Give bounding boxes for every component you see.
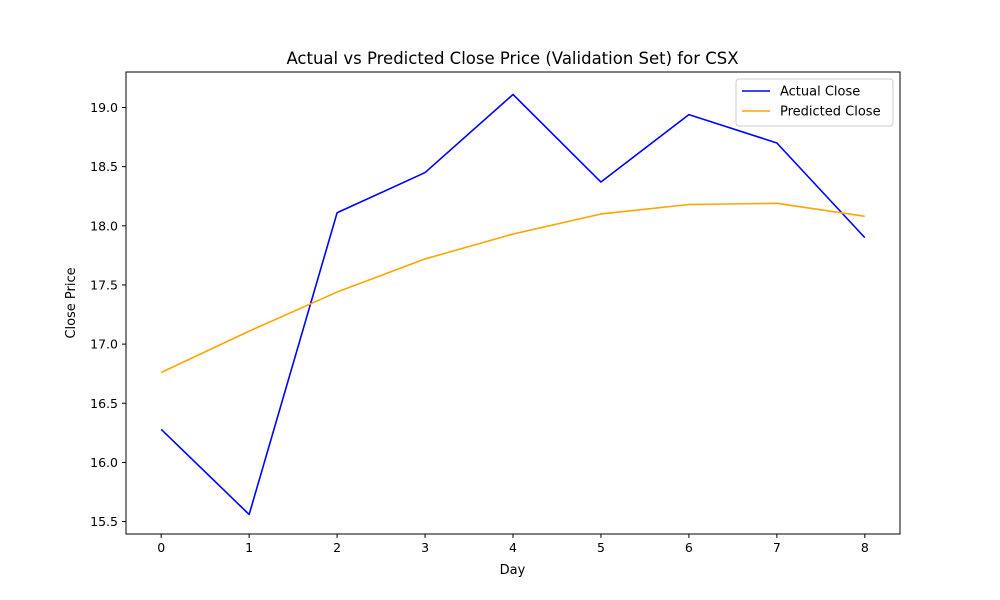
chart-title: Actual vs Predicted Close Price (Validat… [286,49,738,68]
series-line-actual-close [160,93,866,516]
x-tick-label: 1 [245,540,253,555]
x-axis: 0 1 2 3 4 5 6 7 8 [157,534,869,555]
legend: Actual Close Predicted Close [735,78,894,127]
series-line-predicted-close [160,202,865,374]
x-tick-label: 7 [773,540,781,555]
x-axis-label: Day [500,563,526,578]
x-tick-label: 3 [421,540,429,555]
x-tick-label: 0 [157,540,165,555]
x-tick-label: 2 [333,540,341,555]
y-tick-label: 18.5 [90,159,118,174]
legend-box [735,78,894,127]
x-tick-label: 6 [685,540,693,555]
y-tick-label: 17.5 [90,277,118,292]
plot-area [125,71,901,535]
legend-label: Predicted Close [780,105,881,120]
x-tick-label: 8 [861,540,869,555]
y-tick-label: 17.0 [90,337,118,352]
x-tick-label: 5 [597,540,605,555]
y-axis-label: Close Price [64,267,79,338]
y-tick-label: 19.0 [90,100,118,115]
x-tick-label: 4 [509,540,517,555]
y-tick-label: 16.5 [90,396,118,411]
series-layer [160,93,866,516]
y-axis: 15.5 16.0 16.5 17.0 17.5 18.0 18.5 19.0 [90,100,126,529]
y-tick-label: 15.5 [90,514,118,529]
legend-label: Actual Close [780,85,860,100]
y-tick-label: 18.0 [90,218,118,233]
plot-frame [125,71,901,535]
y-tick-label: 16.0 [90,455,118,470]
